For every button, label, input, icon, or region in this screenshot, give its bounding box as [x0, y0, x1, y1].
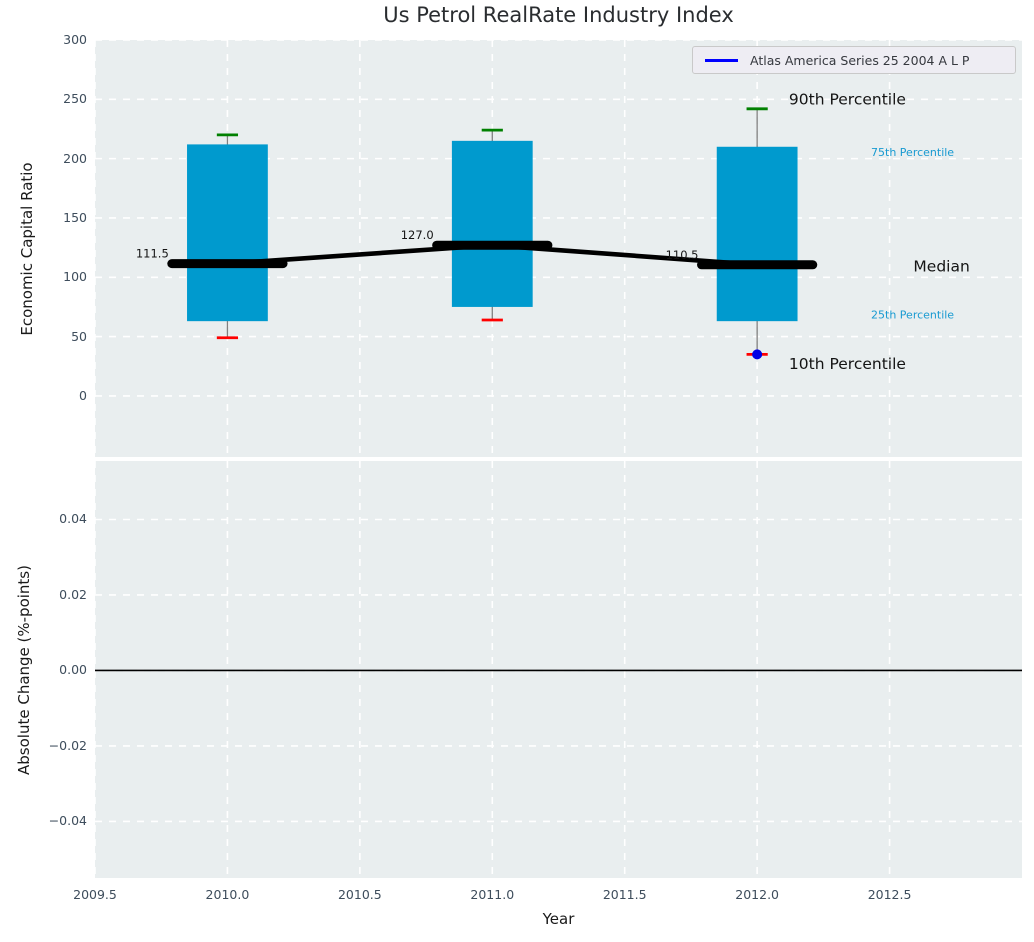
x-tick-label: 2012.5	[867, 887, 912, 902]
iqr-box	[187, 144, 268, 322]
median-value-label: 111.5	[136, 247, 169, 261]
box-group-2010	[187, 133, 268, 340]
y-tick-label-bottom: −0.02	[48, 737, 87, 753]
y-tick-label-top: 250	[63, 91, 87, 107]
annotation-10th-percentile: 10th Percentile	[789, 355, 906, 373]
y-axis-label-top: Economic Capital Ratio	[18, 162, 36, 336]
y-tick-label-bottom: 0.02	[59, 586, 87, 602]
y-tick-label-top: 0	[79, 387, 87, 403]
gridlines	[95, 461, 1022, 878]
box-group-2012	[716, 107, 798, 356]
x-axis-label: Year	[542, 910, 575, 928]
median-value-label: 110.5	[666, 248, 699, 262]
y-tick-label-top: 200	[63, 150, 87, 166]
y-tick-label-top: 300	[63, 32, 87, 47]
y-tick-label-top: 50	[71, 328, 87, 344]
y-tick-label-bottom: 0.00	[59, 662, 87, 678]
x-tick-label: 2009.5	[73, 887, 117, 902]
x-tick-label: 2011.0	[470, 887, 515, 902]
annotation-25th-percentile: 25th Percentile	[871, 309, 954, 322]
annotation-75th-percentile: 75th Percentile	[871, 146, 954, 159]
median-value-label: 127.0	[401, 228, 434, 242]
top-axes-capital-ratio: 111.5 127.0 110.5 90th Percentile 75th Perce…	[95, 40, 1022, 457]
x-tick-label: 2011.5	[602, 887, 647, 902]
iqr-box	[451, 140, 533, 307]
legend: Atlas America Series 25 2004 A L P	[692, 46, 1016, 74]
y-tick-label-top: 100	[63, 269, 87, 285]
annotation-90th-percentile: 90th Percentile	[789, 90, 906, 108]
y-tick-label-bottom: 0.04	[59, 511, 87, 527]
x-tick-label: 2010.0	[205, 887, 250, 902]
annotation-median: Median	[913, 258, 969, 276]
legend-line-icon	[705, 58, 738, 62]
box-group-2011	[451, 128, 533, 322]
legend-label: Atlas America Series 25 2004 A L P	[750, 52, 970, 68]
series-point	[752, 349, 763, 360]
chart-title: Us Petrol RealRate Industry Index	[383, 3, 734, 27]
y-tick-label-top: 150	[63, 209, 87, 225]
bottom-axes-absolute-change	[95, 461, 1022, 878]
x-tick-label: 2010.5	[337, 887, 382, 902]
x-tick-label: 2012.0	[735, 887, 780, 902]
iqr-box	[716, 146, 798, 322]
y-tick-label-bottom: −0.04	[48, 813, 87, 829]
